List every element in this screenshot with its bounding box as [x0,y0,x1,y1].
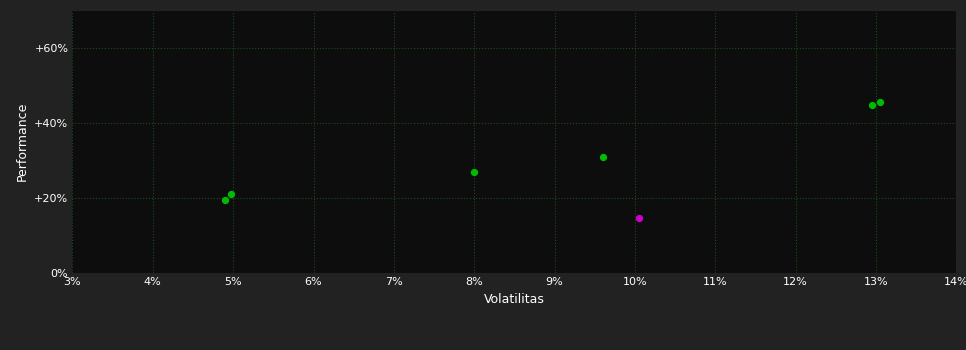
Point [223,191,239,197]
Point [595,154,611,160]
X-axis label: Volatilitas: Volatilitas [484,293,545,306]
Point [865,102,880,108]
Point [467,169,482,175]
Point [872,99,888,105]
Point [217,197,233,203]
Y-axis label: Performance: Performance [15,102,29,181]
Point [631,215,646,220]
